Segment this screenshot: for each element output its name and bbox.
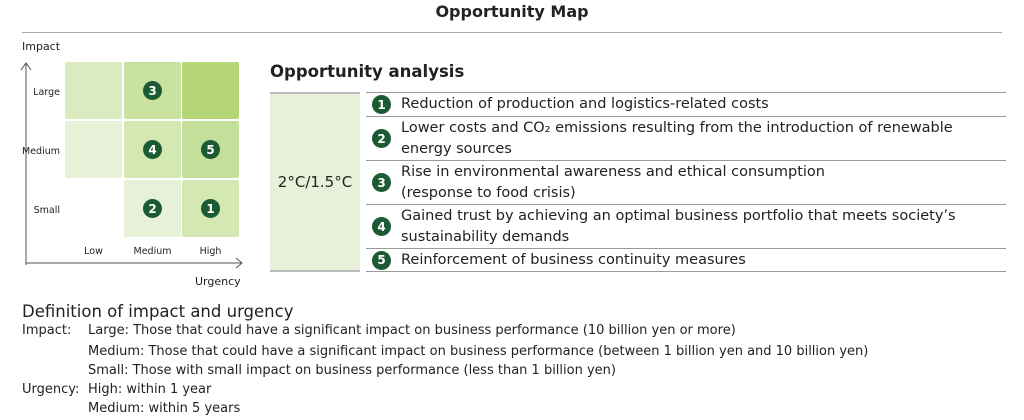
impact-label: Impact: xyxy=(22,323,72,338)
grid-cell-large-high xyxy=(182,62,239,119)
number-badge: 1 xyxy=(201,199,220,218)
y-axis-label: Impact xyxy=(22,40,61,53)
x-level-medium: Medium xyxy=(133,246,172,257)
number-badge: 5 xyxy=(372,250,391,270)
x-level-low: Low xyxy=(84,246,103,257)
urgency-medium: Medium: within 5 years xyxy=(88,401,241,416)
axes xyxy=(20,62,243,269)
grid-cell-medium-medium: 4 xyxy=(124,121,181,178)
number-badge: 2 xyxy=(143,199,162,218)
number-badge: 5 xyxy=(201,140,220,159)
grid-cell-large-low xyxy=(65,62,122,119)
number-badge: 3 xyxy=(372,173,391,192)
analysis-heading: Opportunity analysis xyxy=(270,62,465,81)
grid-cell-medium-low xyxy=(65,121,122,178)
scenario-cell: 2°C/1.5°C xyxy=(270,92,360,272)
opportunity-text: Reinforcement of business continuity mea… xyxy=(401,251,746,268)
opportunity-item: 3 Rise in environmental awareness and eth… xyxy=(366,160,1006,204)
grid-cell-small-high: 1 xyxy=(182,180,239,237)
opportunity-item: 2 Lower costs and CO₂ emissions resulting… xyxy=(366,116,1006,160)
opportunity-text: Rise in environmental awareness and ethi… xyxy=(401,163,825,201)
opportunity-text: Lower costs and CO₂ emissions resulting … xyxy=(401,119,953,157)
number-badge: 2 xyxy=(372,129,391,148)
title-divider xyxy=(22,32,1002,33)
y-level-large: Large xyxy=(33,87,60,98)
number-badge: 1 xyxy=(372,95,391,114)
impact-small: Small: Those with small impact on busine… xyxy=(88,363,616,378)
impact-large: Large: Those that could have a significa… xyxy=(88,323,736,338)
number-badge: 3 xyxy=(143,81,162,100)
opportunity-text: Reduction of production and logistics-re… xyxy=(401,96,769,112)
grid-cell-small-medium: 2 xyxy=(124,180,181,237)
opportunity-item: 1 Reduction of production and logistics-r… xyxy=(366,92,1006,116)
opportunity-text: Gained trust by achieving an optimal bus… xyxy=(401,207,956,245)
x-level-high: High xyxy=(199,246,222,257)
opportunity-item: 5 Reinforcement of business continuity me… xyxy=(366,248,1006,272)
page-title: Opportunity Map xyxy=(435,2,589,21)
number-badge: 4 xyxy=(143,140,162,159)
y-level-small: Small xyxy=(33,205,60,216)
grid-cell-medium-high: 5 xyxy=(182,121,239,178)
grid-cell-large-medium: 3 xyxy=(124,62,181,119)
impact-medium: Medium: Those that could have a signific… xyxy=(88,344,869,359)
number-badge: 4 xyxy=(372,217,391,236)
x-axis-label: Urgency xyxy=(195,275,241,288)
y-level-medium: Medium xyxy=(22,146,60,157)
urgency-label: Urgency: xyxy=(22,382,80,397)
urgency-high: High: within 1 year xyxy=(88,382,212,397)
definition-heading: Definition of impact and urgency xyxy=(22,302,294,321)
opportunity-item: 4 Gained trust by achieving an optimal bu… xyxy=(366,204,1006,248)
